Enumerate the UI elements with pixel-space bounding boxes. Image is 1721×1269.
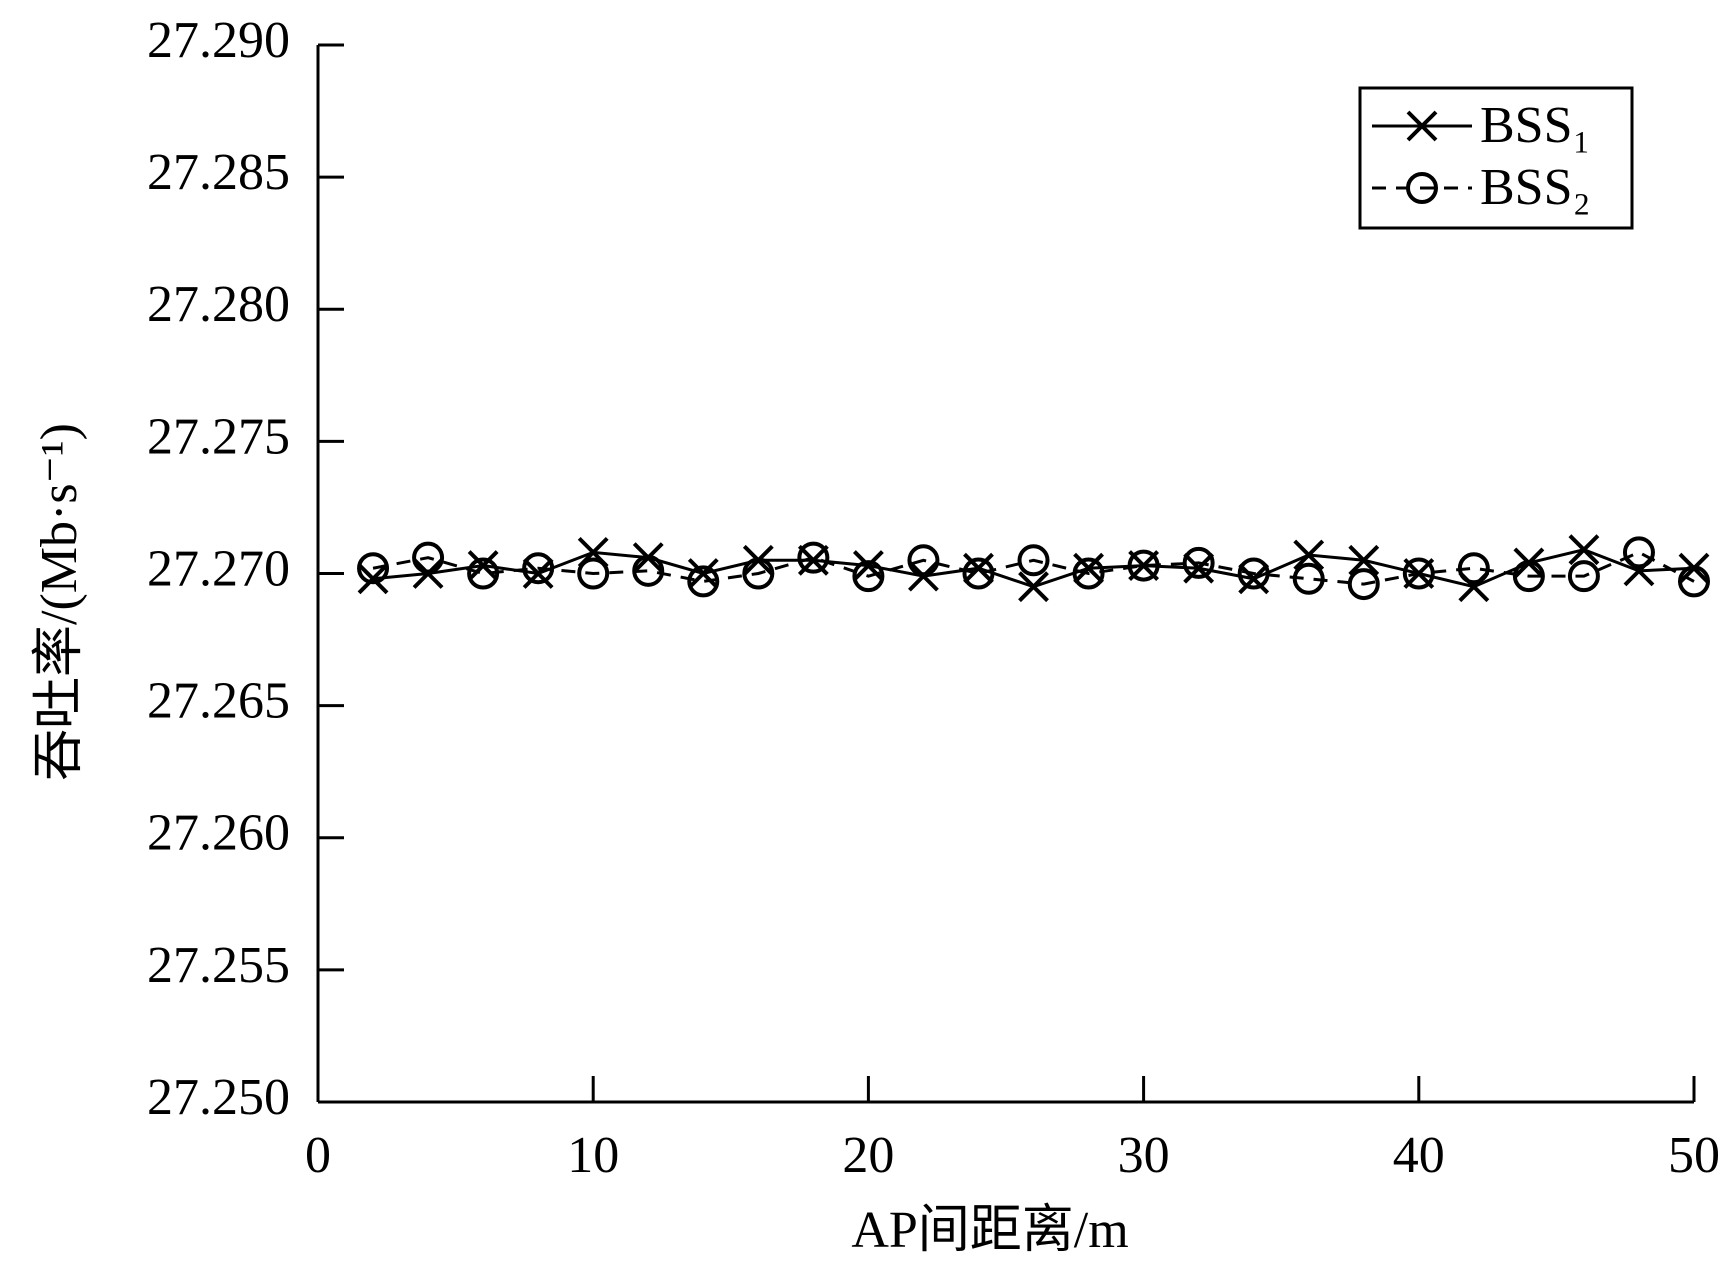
data-point	[1512, 560, 1545, 593]
data-point	[963, 552, 994, 584]
x-tick-label: 0	[305, 1127, 331, 1184]
data-point	[1073, 552, 1104, 584]
legend-label: BSS₂	[1480, 159, 1591, 216]
data-point	[1183, 552, 1215, 584]
data-point	[522, 552, 555, 585]
data-point	[797, 541, 830, 574]
x-tick-label: 10	[567, 1127, 619, 1184]
data-point	[632, 554, 665, 587]
y-tick-label: 27.260	[147, 805, 290, 862]
data-point	[1237, 557, 1270, 590]
data-point	[1182, 546, 1215, 579]
legend-marker	[1406, 110, 1438, 142]
y-tick-label: 27.255	[147, 937, 290, 994]
y-tick-label: 27.250	[147, 1069, 290, 1126]
data-point	[1348, 544, 1380, 576]
y-tick-label: 27.285	[147, 144, 290, 201]
data-point	[357, 563, 389, 595]
legend-box	[1358, 86, 1634, 230]
data-point	[357, 552, 390, 585]
x-tick-label: 50	[1668, 1127, 1720, 1184]
data-point	[742, 557, 775, 590]
y-axis-title: 吞吐率/(Mb·s⁻¹)	[31, 423, 88, 781]
data-point	[1292, 562, 1325, 595]
x-axis-title: AP间距离/m	[851, 1202, 1128, 1259]
data-point	[1402, 557, 1435, 590]
data-point	[687, 558, 719, 589]
data-point	[467, 557, 500, 590]
data-point	[1347, 568, 1380, 601]
data-point	[1568, 534, 1600, 566]
series-line	[372, 548, 1695, 589]
data-point	[1567, 560, 1600, 593]
x-tick-label: 40	[1393, 1127, 1445, 1184]
data-point	[1127, 549, 1160, 582]
data-point	[1018, 571, 1049, 603]
series-line	[372, 550, 1695, 586]
x-tick-label: 30	[1118, 1127, 1170, 1184]
y-tick-label: 27.290	[147, 12, 290, 69]
data-point	[1072, 557, 1105, 590]
y-tick-label: 27.265	[147, 673, 290, 730]
data-point	[907, 544, 940, 577]
data-point	[1678, 565, 1710, 598]
data-point	[1622, 536, 1655, 569]
data-point	[1457, 552, 1490, 585]
data-point	[577, 557, 610, 590]
data-point	[522, 558, 554, 589]
data-point	[687, 565, 720, 598]
y-tick-label: 27.275	[147, 408, 290, 465]
legend-marker	[1406, 172, 1438, 204]
y-tick-label: 27.270	[147, 540, 290, 597]
data-point	[962, 557, 995, 590]
data-point	[1017, 544, 1050, 577]
data-point	[1238, 563, 1270, 595]
data-point	[1293, 539, 1325, 571]
y-tick-label: 27.280	[147, 276, 290, 333]
data-point	[412, 541, 445, 574]
data-point	[467, 550, 499, 581]
legend-label: BSS₁	[1480, 97, 1591, 154]
x-tick-label: 20	[842, 1127, 894, 1184]
data-point	[852, 560, 885, 593]
